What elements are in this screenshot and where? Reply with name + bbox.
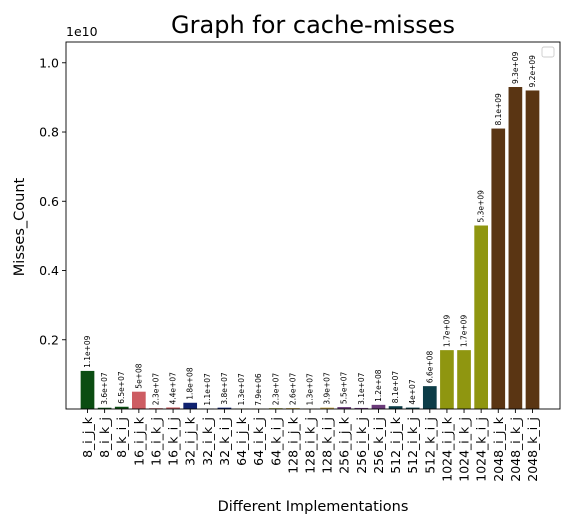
data-label: 2.3e+07 — [271, 373, 280, 406]
x-tick-label: 16_k_i_j — [166, 417, 181, 466]
bar — [509, 87, 523, 409]
x-tick-label: 2048_i_k_j — [508, 417, 523, 482]
bar — [183, 403, 197, 409]
x-tick-label: 64_i_j_k — [234, 416, 249, 466]
data-label: 4e+07 — [408, 379, 417, 404]
x-tick-label: 512_i_j_k — [388, 416, 403, 474]
x-tick-label: 2048_k_i_j — [525, 417, 540, 482]
data-label: 5e+08 — [134, 363, 143, 388]
bar — [132, 392, 146, 409]
bar — [474, 226, 488, 410]
x-tick-label: 2048_i_j_k — [491, 416, 506, 482]
bar — [440, 350, 454, 409]
y-tick-label: 0.2 — [39, 332, 59, 347]
data-label: 1.8e+08 — [186, 367, 195, 400]
bar — [491, 129, 505, 409]
x-tick-label: 16_i_k_j — [148, 417, 163, 466]
data-label: 4.4e+07 — [169, 372, 178, 405]
data-label: 6.5e+07 — [117, 371, 126, 404]
data-label: 5.3e+09 — [477, 190, 486, 223]
bar — [457, 350, 471, 409]
data-label: 9.2e+09 — [528, 55, 537, 88]
x-tick-label: 32_i_k_j — [200, 417, 215, 466]
data-label: 3.9e+07 — [323, 372, 332, 405]
x-tick-label: 256_k_i_j — [371, 417, 386, 474]
y-axis-multiplier: 1e10 — [66, 24, 98, 39]
data-label: 2.6e+07 — [288, 373, 297, 406]
data-label: 1.3e+07 — [237, 373, 246, 406]
x-axis-label: Different Implementations — [218, 499, 409, 515]
y-tick-label: 0.6 — [39, 194, 59, 209]
x-tick-label: 64_k_i_j — [268, 417, 283, 466]
x-tick-label: 1024_i_k_j — [457, 417, 472, 482]
data-label: 3.1e+07 — [357, 372, 366, 405]
data-label: 9.3e+09 — [511, 51, 520, 84]
data-label: 1.1e+07 — [203, 373, 212, 406]
x-tick-label: 64_i_k_j — [251, 417, 266, 466]
data-label: 3.6e+07 — [100, 372, 109, 405]
x-tick-label: 32_i_j_k — [183, 416, 198, 466]
data-label: 5.5e+07 — [340, 371, 349, 404]
x-tick-label: 32_k_i_j — [217, 417, 232, 466]
bar — [81, 371, 95, 409]
y-tick-label: 0.8 — [39, 125, 59, 140]
x-tick-label: 1024_i_j_k — [439, 416, 454, 482]
x-tick-label: 512_i_k_j — [405, 417, 420, 474]
x-tick-label: 8_k_i_j — [114, 417, 129, 458]
data-label: 8.1e+07 — [391, 371, 400, 404]
y-axis-label: Misses_Count — [12, 177, 28, 276]
data-label: 1.7e+09 — [460, 315, 469, 348]
x-tick-label: 128_i_j_k — [285, 416, 300, 474]
bar — [526, 90, 540, 409]
x-tick-label: 1024_k_i_j — [474, 417, 489, 482]
y-tick-label: 0.4 — [39, 263, 59, 278]
x-tick-label: 256_i_k_j — [354, 417, 369, 474]
data-label: 2.3e+07 — [151, 373, 160, 406]
data-label: 8.1e+09 — [494, 93, 503, 126]
x-tick-label: 8_i_j_k — [80, 416, 95, 458]
data-label: 6.6e+08 — [425, 351, 434, 384]
data-label: 1.1e+09 — [83, 335, 92, 368]
data-label: 3.8e+07 — [220, 372, 229, 405]
x-tick-label: 128_i_k_j — [303, 417, 318, 474]
data-label: 7.9e+06 — [254, 373, 263, 406]
x-tick-label: 16_i_j_k — [131, 416, 146, 466]
bar — [423, 386, 437, 409]
x-tick-label: 8_i_k_j — [97, 417, 112, 458]
chart-title: Graph for cache-misses — [171, 11, 455, 39]
x-tick-label: 128_k_i_j — [320, 417, 335, 474]
data-label: 1.2e+08 — [374, 369, 383, 402]
data-label: 1.7e+09 — [442, 315, 451, 348]
data-label: 1.3e+07 — [306, 373, 315, 406]
x-tick-label: 256_i_j_k — [337, 416, 352, 474]
y-tick-label: 1.0 — [39, 55, 59, 70]
bar — [372, 405, 386, 409]
legend-box — [542, 47, 554, 57]
x-tick-label: 512_k_i_j — [422, 417, 437, 474]
